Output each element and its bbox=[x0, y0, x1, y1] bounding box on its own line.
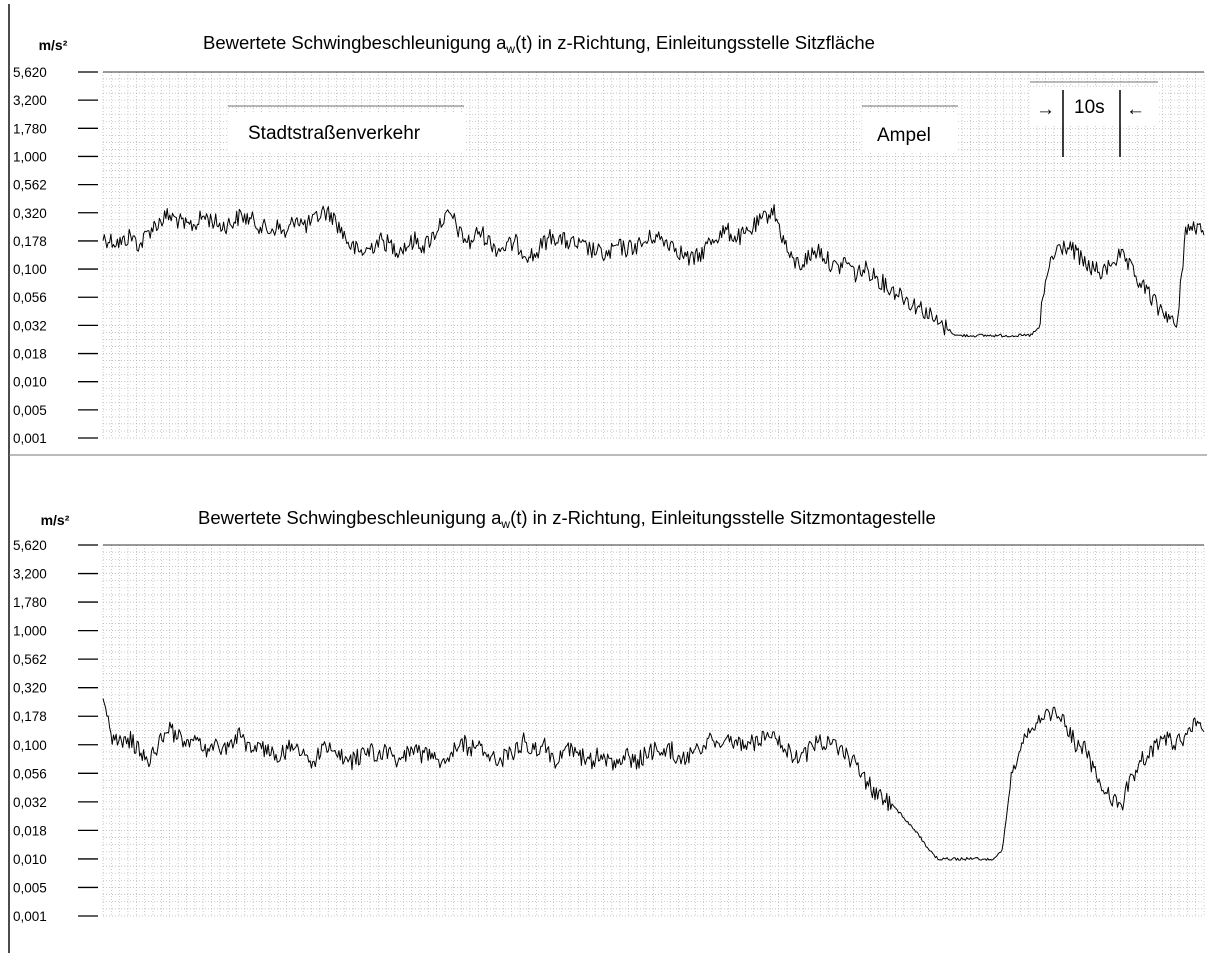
y-tick-label: 1,780 bbox=[13, 121, 47, 136]
chart-title: Bewertete Schwingbeschleunigung aw(t) in… bbox=[203, 32, 875, 56]
y-tick-label: 3,200 bbox=[13, 93, 47, 108]
y-tick-label: 0,056 bbox=[13, 290, 47, 305]
y-tick-label: 0,032 bbox=[13, 318, 47, 333]
y-tick-label: 0,178 bbox=[13, 234, 47, 249]
chart-panel-2: m/s² Bewertete Schwingbeschleunigung aw(t… bbox=[13, 507, 1205, 924]
y-tick-label: 0,562 bbox=[13, 178, 47, 193]
annotation-stadtstrassenverkehr: Stadtstraßenverkehr bbox=[248, 123, 421, 144]
data-line bbox=[102, 698, 1205, 861]
y-tick-label: 0,018 bbox=[13, 823, 47, 838]
chart-title: Bewertete Schwingbeschleunigung aw(t) in… bbox=[198, 507, 936, 531]
annotation-bg bbox=[228, 112, 464, 152]
y-tick-label: 5,620 bbox=[13, 538, 47, 553]
y-tick-label: 5,620 bbox=[13, 65, 47, 80]
data-line bbox=[102, 204, 1205, 338]
grid-2 bbox=[102, 544, 1205, 917]
y-tick-label: 0,032 bbox=[13, 795, 47, 810]
y-tick-label: 0,001 bbox=[13, 909, 47, 924]
y-tick-label: 0,010 bbox=[13, 852, 47, 867]
y-tick-label: 0,056 bbox=[13, 766, 47, 781]
y-tick-label: 1,000 bbox=[13, 624, 47, 639]
scale-bar-bg bbox=[1030, 87, 1158, 125]
y-tick-label: 0,010 bbox=[13, 375, 47, 390]
chart-panel-1: m/s² Bewertete Schwingbeschleunigung aw(t… bbox=[13, 32, 1205, 446]
y-tick-label: 0,001 bbox=[13, 431, 47, 446]
y-unit-label: m/s² bbox=[41, 512, 70, 528]
y-tick-label: 0,562 bbox=[13, 652, 47, 667]
y-tick-label: 1,000 bbox=[13, 149, 47, 164]
arrow-left-icon: ← bbox=[1126, 99, 1145, 120]
arrow-right-icon: → bbox=[1036, 99, 1055, 120]
y-tick-label: 0,320 bbox=[13, 206, 47, 221]
y-tick-label: 0,100 bbox=[13, 262, 47, 277]
y-unit-label: m/s² bbox=[39, 37, 68, 53]
scale-bar-label: 10s bbox=[1074, 97, 1105, 118]
y-tick-label: 0,100 bbox=[13, 738, 47, 753]
annotation-ampel: Ampel bbox=[877, 125, 931, 146]
y-tick-label: 1,780 bbox=[13, 595, 47, 610]
y-tick-label: 0,005 bbox=[13, 880, 47, 895]
y-tick-label: 0,320 bbox=[13, 681, 47, 696]
y-tick-label: 3,200 bbox=[13, 567, 47, 582]
y-tick-label: 0,005 bbox=[13, 403, 47, 418]
y-tick-label: 0,018 bbox=[13, 347, 47, 362]
y-tick-label: 0,178 bbox=[13, 709, 47, 724]
annotation-bg bbox=[862, 112, 958, 152]
